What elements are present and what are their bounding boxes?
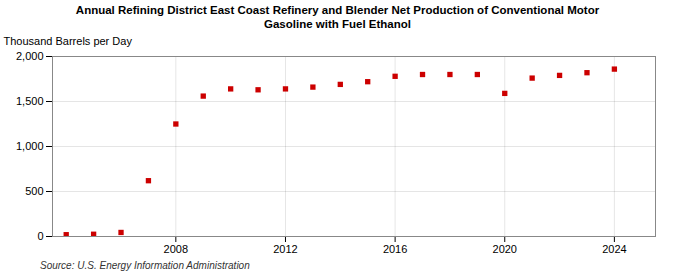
html-text:Annual Refining District East: Annual Refining District East Coast Refi… — [75, 4, 600, 30]
svg-text:1,000: 1,000 — [16, 140, 44, 152]
svg-text:2008: 2008 — [164, 243, 188, 255]
svg-text:0: 0 — [37, 230, 43, 242]
svg-text:2,000: 2,000 — [16, 50, 44, 62]
svg-text:2012: 2012 — [273, 243, 297, 255]
svg-text:Thousand Barrels per Day: Thousand Barrels per Day — [4, 35, 133, 47]
svg-text:2020: 2020 — [493, 243, 517, 255]
svg-text:2024: 2024 — [602, 243, 626, 255]
svg-text:1,500: 1,500 — [16, 95, 44, 107]
svg-text:2016: 2016 — [383, 243, 407, 255]
svg-text:500: 500 — [25, 185, 43, 197]
html-text:Source: U.S. Energy Informatio: Source: U.S. Energy Information Administ… — [40, 259, 250, 271]
